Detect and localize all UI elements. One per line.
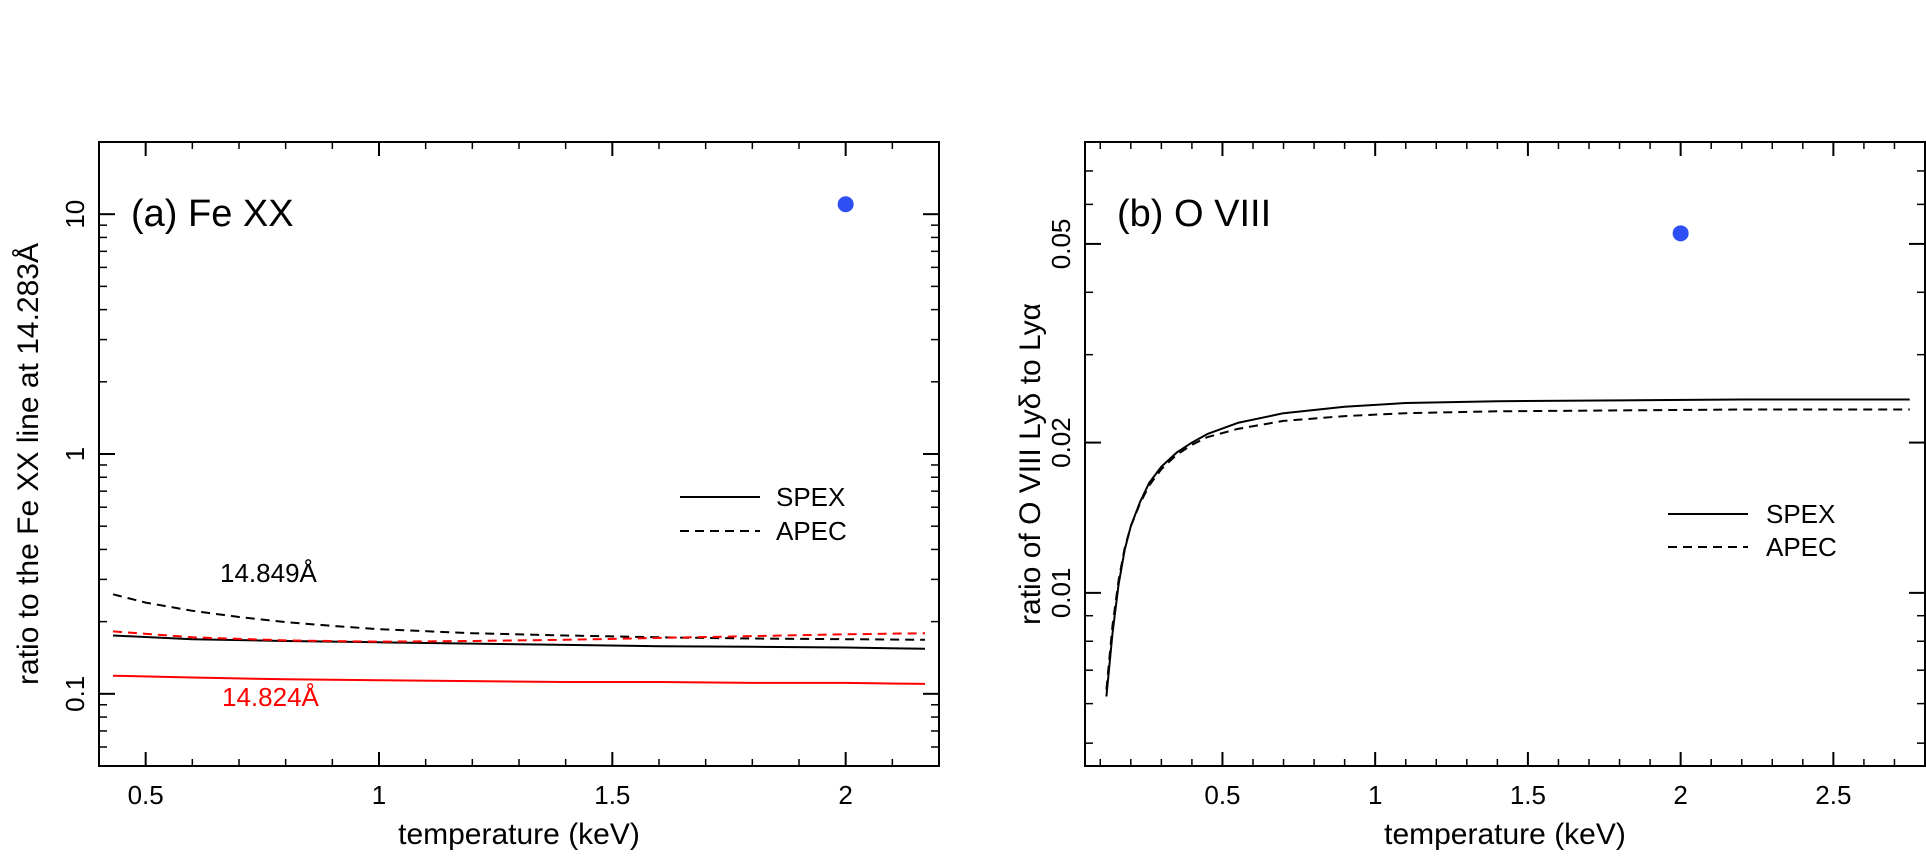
panel-label: (b) O VIII: [1117, 193, 1271, 235]
legend: SPEX APEC: [680, 482, 847, 546]
x-tick-label: 2: [838, 780, 852, 810]
y-axis-title: ratio of O VIII Lyδ to Lyα: [1014, 303, 1047, 625]
legend-label-spex: SPEX: [1766, 499, 1835, 529]
legend-label-apec: APEC: [776, 516, 847, 546]
line-annotation: 14.849Å: [220, 558, 318, 588]
y-axis-title: ratio to the Fe XX line at 14.283Å: [12, 243, 45, 685]
x-tick-label: 1.5: [594, 780, 630, 810]
x-axis-title: temperature (keV): [1384, 818, 1626, 851]
x-tick-label: 1: [1368, 780, 1382, 810]
y-tick-label: 10: [60, 200, 90, 229]
data-marker-dot: [1672, 225, 1689, 242]
legend-label-spex: SPEX: [776, 482, 845, 512]
x-tick-label: 0.5: [128, 780, 164, 810]
y-tick-label: 0.02: [1046, 417, 1076, 468]
panel-a: 0.5 1 1.5 2 0.1 1 10 temperature (keV) ratio to …: [12, 141, 940, 851]
y-tick-label: 0.1: [60, 676, 90, 712]
plot-frame: [1084, 141, 1926, 767]
y-tick-label: 0.01: [1046, 568, 1076, 619]
x-tick-label: 1: [372, 780, 386, 810]
series-line-0: [112, 634, 926, 650]
data-marker-dot: [837, 196, 854, 213]
legend-label-apec: APEC: [1766, 532, 1837, 562]
x-axis-title: temperature (keV): [398, 818, 640, 851]
x-tick-label: 2: [1673, 780, 1687, 810]
x-tick-label: 1.5: [1510, 780, 1546, 810]
plot-frame: [98, 141, 940, 767]
line-annotation: 14.824Å: [222, 682, 320, 712]
x-tick-label: 0.5: [1204, 780, 1240, 810]
panel-label: (a) Fe XX: [131, 193, 294, 235]
series-line-1: [1105, 408, 1910, 690]
panel-b: 0.5 1 1.5 2 2.5 0.01 0.02 0.05 temperature (keV)…: [1014, 141, 1926, 851]
y-tick-label: 1: [60, 447, 90, 461]
x-tick-label: 2.5: [1815, 780, 1851, 810]
y-tick-label: 0.05: [1046, 219, 1076, 270]
series-line-2: [112, 674, 926, 685]
series-line-3: [112, 630, 926, 643]
series-line-1: [112, 593, 926, 641]
